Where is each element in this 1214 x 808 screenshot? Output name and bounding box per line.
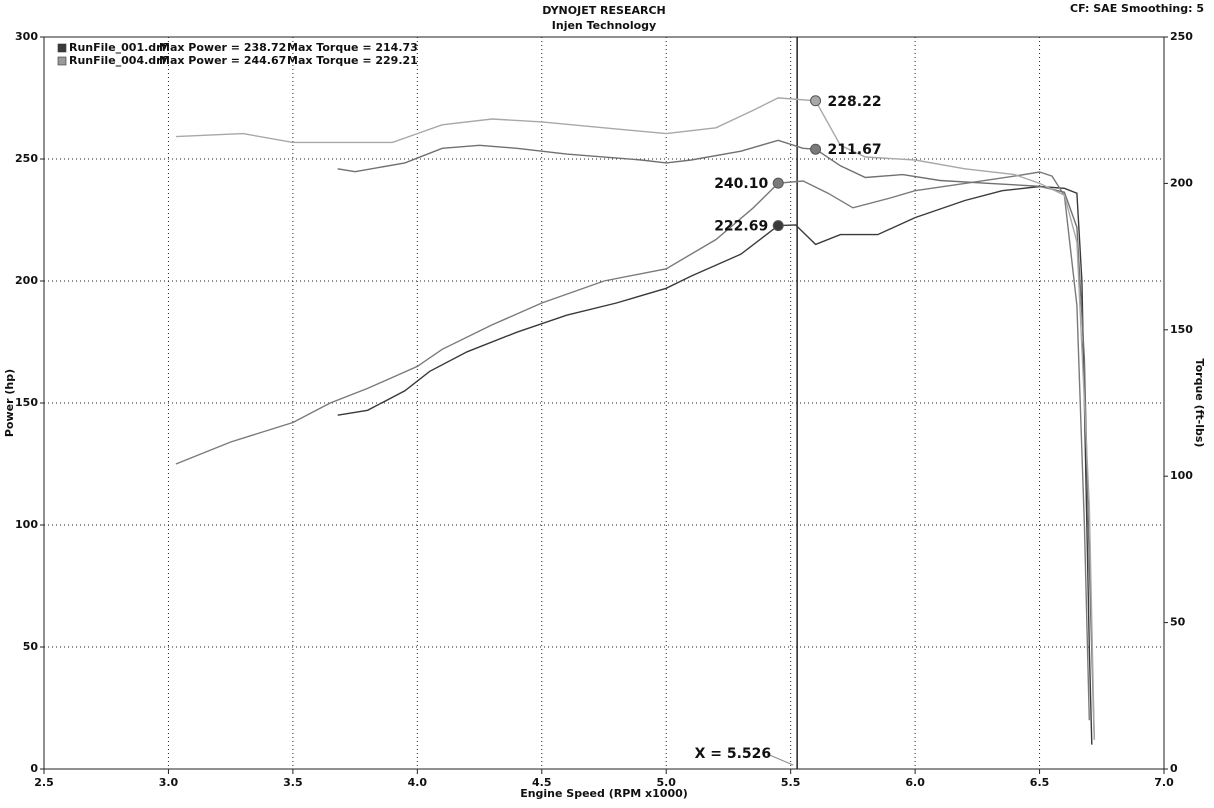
y2-tick-label: 50 (1170, 616, 1186, 629)
y2-tick-label: 250 (1170, 30, 1193, 43)
x-tick-label: 3.0 (159, 776, 179, 789)
legend-name: RunFile_004.drf (69, 54, 167, 67)
y-tick-label: 250 (15, 152, 38, 165)
y-axis-label: Power (hp) (3, 369, 16, 437)
marker (772, 220, 784, 232)
y2-tick-label: 150 (1170, 323, 1193, 336)
x-tick-label: 6.5 (1030, 776, 1050, 789)
x-tick-label: 3.5 (283, 776, 303, 789)
y2-tick-label: 100 (1170, 469, 1193, 482)
x-tick-label: 5.5 (781, 776, 801, 789)
y-tick-label: 200 (15, 274, 38, 287)
legend-swatch (57, 56, 67, 66)
corner-text: CF: SAE Smoothing: 5 (1070, 2, 1204, 15)
y-tick-label: 300 (15, 30, 38, 43)
marker-label: 240.10 (714, 176, 768, 192)
x-axis-label: Engine Speed (RPM x1000) (520, 787, 688, 800)
chart-subtitle: Injen Technology (552, 19, 656, 32)
marker-label: 222.69 (714, 219, 768, 235)
legend-torque: Max Torque = 214.73 (287, 41, 418, 54)
x-tick-label: 6.0 (905, 776, 925, 789)
marker-label: 211.67 (828, 142, 882, 158)
y-tick-label: 100 (15, 518, 38, 531)
x-tick-label: 5.0 (656, 776, 676, 789)
x-tick-label: 7.0 (1154, 776, 1174, 789)
legend-name: RunFile_001.drf (69, 41, 167, 54)
series-line (337, 139, 1095, 740)
y2-tick-label: 0 (1170, 762, 1178, 775)
chart-title: DYNOJET RESEARCH (542, 4, 665, 17)
marker (810, 143, 822, 155)
y2-tick-label: 200 (1170, 176, 1193, 189)
cursor-pointer (766, 753, 794, 766)
y-tick-label: 50 (23, 640, 39, 653)
y-tick-label: 0 (30, 762, 38, 775)
legend-power: Max Power = 244.67 (159, 54, 286, 67)
marker-label: 228.22 (828, 94, 882, 110)
legend-swatch (57, 43, 67, 53)
y-tick-label: 150 (15, 396, 38, 409)
legend-torque: Max Torque = 229.21 (287, 54, 418, 67)
legend-power: Max Power = 238.72 (159, 41, 286, 54)
x-tick-label: 4.5 (532, 776, 552, 789)
series-line (175, 171, 1090, 721)
marker (810, 95, 822, 107)
y2-axis-label: Torque (ft-lbs) (1193, 359, 1206, 448)
x-tick-label: 4.0 (408, 776, 428, 789)
x-tick-label: 2.5 (34, 776, 54, 789)
series-line (175, 97, 1095, 740)
series-line (337, 185, 1093, 745)
marker (772, 177, 784, 189)
cursor-label: X = 5.526 (695, 746, 772, 762)
